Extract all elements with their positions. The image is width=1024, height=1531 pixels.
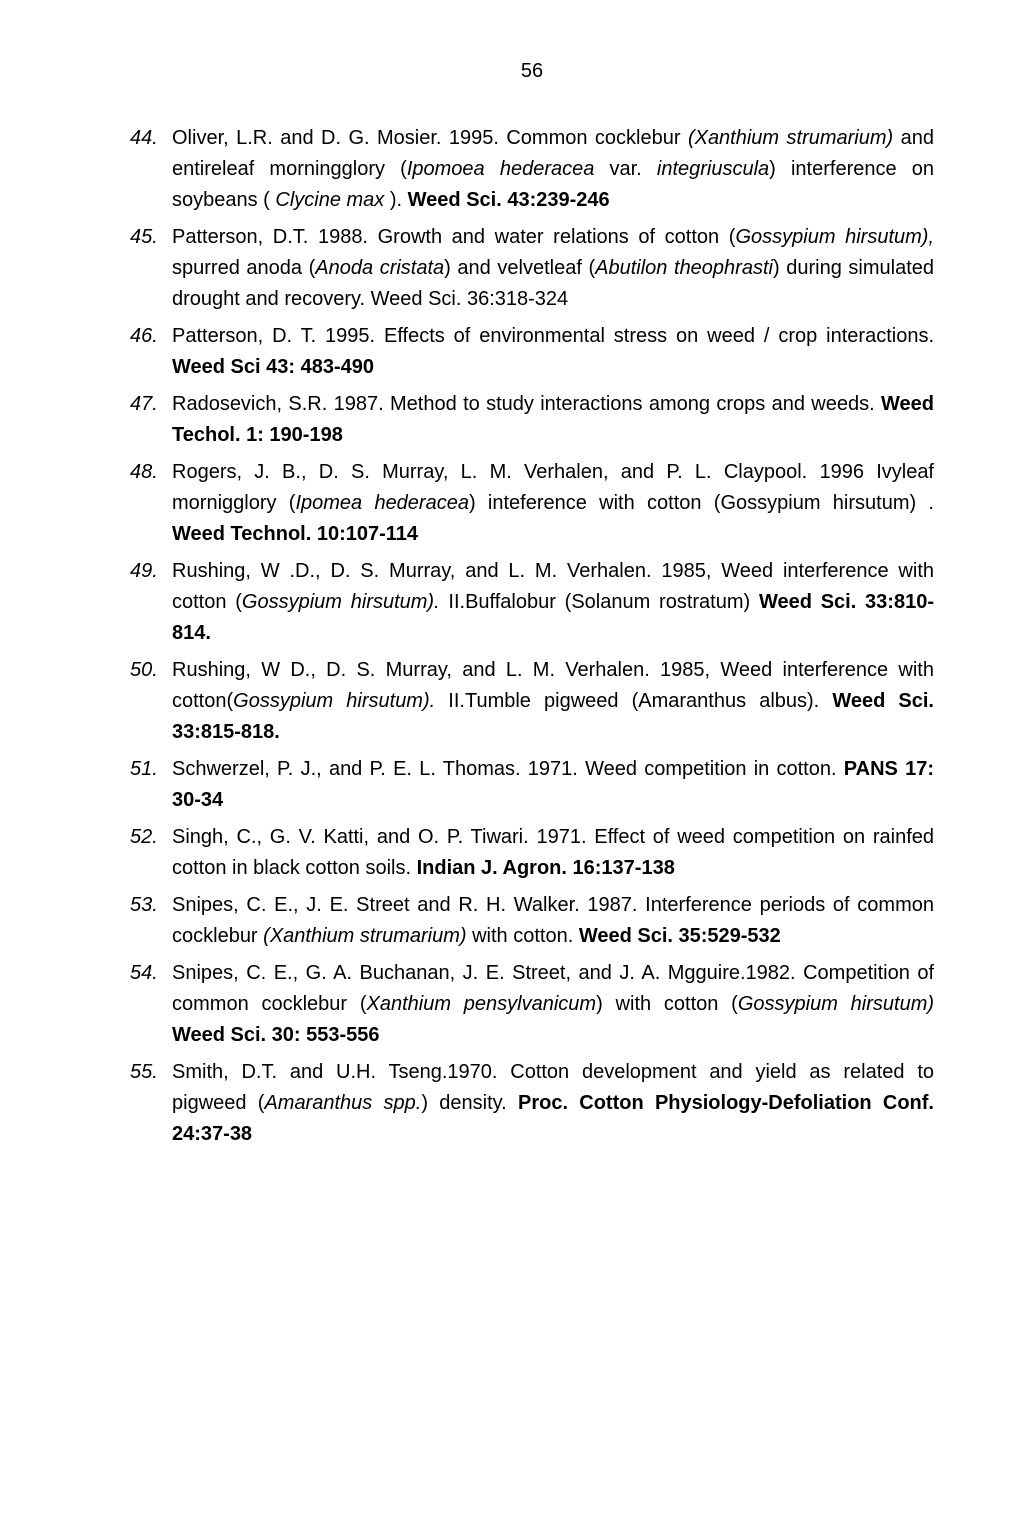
reference-text: Snipes, C. E., G. A. Buchanan, J. E. Str…: [172, 958, 934, 1051]
reference-item: 55.Smith, D.T. and U.H. Tseng.1970. Cott…: [130, 1057, 934, 1150]
reference-number: 47.: [130, 389, 172, 451]
reference-number: 46.: [130, 321, 172, 383]
reference-item: 44.Oliver, L.R. and D. G. Mosier. 1995. …: [130, 123, 934, 216]
reference-text: Smith, D.T. and U.H. Tseng.1970. Cotton …: [172, 1057, 934, 1150]
reference-text: Snipes, C. E., J. E. Street and R. H. Wa…: [172, 890, 934, 952]
page-number: 56: [130, 60, 934, 83]
reference-number: 55.: [130, 1057, 172, 1150]
reference-item: 51.Schwerzel, P. J., and P. E. L. Thomas…: [130, 754, 934, 816]
reference-text: Radosevich, S.R. 1987. Method to study i…: [172, 389, 934, 451]
reference-item: 53.Snipes, C. E., J. E. Street and R. H.…: [130, 890, 934, 952]
reference-number: 51.: [130, 754, 172, 816]
reference-list: 44.Oliver, L.R. and D. G. Mosier. 1995. …: [130, 123, 934, 1150]
reference-number: 44.: [130, 123, 172, 216]
reference-text: Rushing, W .D., D. S. Murray, and L. M. …: [172, 556, 934, 649]
reference-item: 45.Patterson, D.T. 1988. Growth and wate…: [130, 222, 934, 315]
reference-item: 54.Snipes, C. E., G. A. Buchanan, J. E. …: [130, 958, 934, 1051]
reference-text: Patterson, D. T. 1995. Effects of enviro…: [172, 321, 934, 383]
reference-text: Singh, C., G. V. Katti, and O. P. Tiwari…: [172, 822, 934, 884]
reference-number: 49.: [130, 556, 172, 649]
reference-item: 52.Singh, C., G. V. Katti, and O. P. Tiw…: [130, 822, 934, 884]
reference-number: 45.: [130, 222, 172, 315]
reference-item: 49.Rushing, W .D., D. S. Murray, and L. …: [130, 556, 934, 649]
reference-number: 50.: [130, 655, 172, 748]
reference-item: 50.Rushing, W D., D. S. Murray, and L. M…: [130, 655, 934, 748]
reference-item: 46.Patterson, D. T. 1995. Effects of env…: [130, 321, 934, 383]
reference-number: 53.: [130, 890, 172, 952]
reference-text: Oliver, L.R. and D. G. Mosier. 1995. Com…: [172, 123, 934, 216]
reference-number: 52.: [130, 822, 172, 884]
reference-item: 47.Radosevich, S.R. 1987. Method to stud…: [130, 389, 934, 451]
reference-text: Rushing, W D., D. S. Murray, and L. M. V…: [172, 655, 934, 748]
reference-number: 54.: [130, 958, 172, 1051]
reference-number: 48.: [130, 457, 172, 550]
reference-text: Patterson, D.T. 1988. Growth and water r…: [172, 222, 934, 315]
reference-text: Schwerzel, P. J., and P. E. L. Thomas. 1…: [172, 754, 934, 816]
reference-text: Rogers, J. B., D. S. Murray, L. M. Verha…: [172, 457, 934, 550]
reference-item: 48.Rogers, J. B., D. S. Murray, L. M. Ve…: [130, 457, 934, 550]
